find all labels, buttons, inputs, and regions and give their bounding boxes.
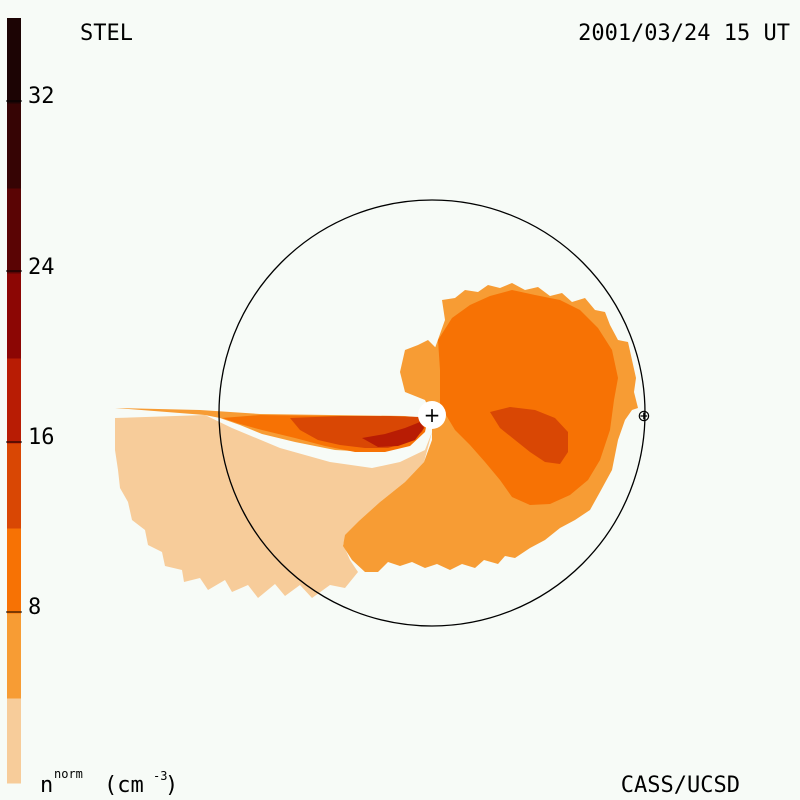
region-level-5 xyxy=(362,422,424,447)
sun-marker: + xyxy=(418,401,446,429)
color-bar-band-4 xyxy=(7,358,21,444)
instrument-label: STEL xyxy=(80,21,133,46)
timestamp-label: 2001/03/24 15 UT xyxy=(578,21,790,46)
region-level-3 xyxy=(438,290,618,505)
color-bar-band-7 xyxy=(7,103,21,189)
color-bar-band-5 xyxy=(7,273,21,359)
color-bar-band-8 xyxy=(7,18,21,104)
color-bar xyxy=(7,18,21,784)
earth-icon: ⊕ xyxy=(637,406,650,425)
color-bar-ticks: 8 16 24 32 xyxy=(6,84,55,620)
tick-label-8: 8 xyxy=(28,595,41,620)
color-bar-band-3 xyxy=(7,443,21,529)
color-bar-band-2 xyxy=(7,528,21,614)
unit-paren-open: (cm xyxy=(104,773,144,798)
unit-paren-close: ) xyxy=(165,773,178,798)
density-regions xyxy=(115,283,638,598)
tick-label-32: 32 xyxy=(28,84,55,109)
tick-label-16: 16 xyxy=(28,425,55,450)
region-level-1 xyxy=(115,415,432,598)
color-bar-band-6 xyxy=(7,188,21,274)
earth-orbit-circle xyxy=(218,199,646,627)
unit-base: n xyxy=(40,773,53,798)
color-bar-band-0 xyxy=(7,698,21,784)
credit-label: CASS/UCSD xyxy=(621,773,740,798)
tick-label-24: 24 xyxy=(28,255,55,280)
unit-exponent: -3 xyxy=(153,769,167,783)
unit-superscript: norm xyxy=(54,767,83,781)
sun-disk xyxy=(418,401,446,429)
unit-label: n norm (cm -3 ) xyxy=(40,767,178,798)
region-level-4 xyxy=(490,407,568,464)
sun-symbol: + xyxy=(424,403,441,427)
color-bar-band-1 xyxy=(7,613,21,699)
